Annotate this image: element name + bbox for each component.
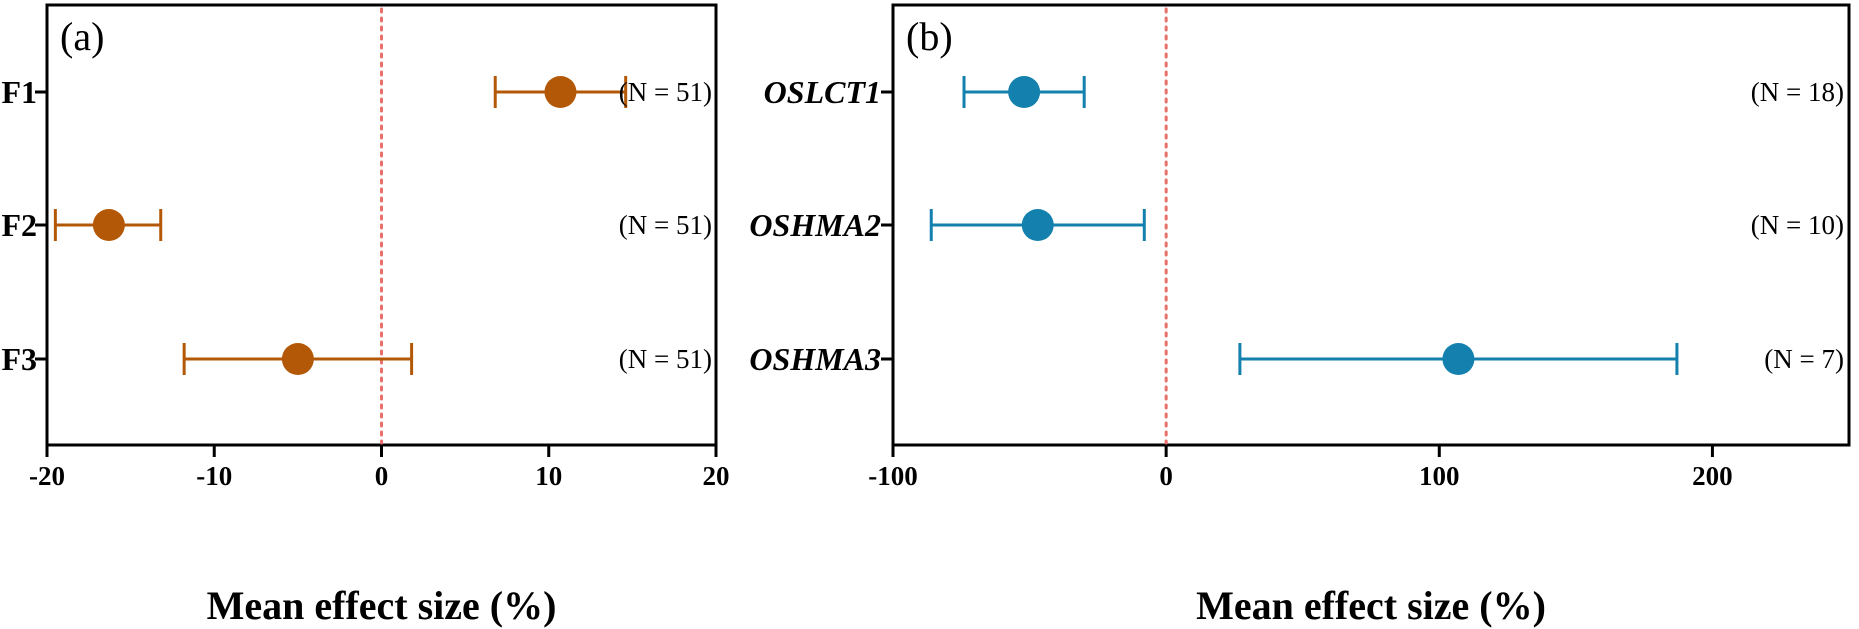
sample-size-label: (N = 51) — [619, 77, 712, 107]
sample-size-label: (N = 51) — [619, 210, 712, 240]
x-tick-label-a: -20 — [29, 461, 65, 491]
x-tick-label-a: -10 — [196, 461, 232, 491]
row-label: OSLCT1 — [764, 74, 881, 110]
panel-a: (a) -20 -10 0 10 20 Mean effect size (%) F1 (N =… — [1, 3, 730, 628]
mean-point — [1021, 209, 1054, 241]
x-tick-label-b: 0 — [1159, 461, 1173, 491]
mean-point — [1008, 76, 1041, 108]
forest-row-a: F2 (N = 51) — [1, 207, 712, 243]
mean-point — [281, 343, 314, 375]
row-label: F2 — [1, 207, 37, 243]
row-label: F1 — [1, 74, 37, 110]
x-axis-label-a: Mean effect size (%) — [207, 583, 557, 628]
panel-label-a: (a) — [60, 14, 104, 59]
row-label: OSHMA2 — [749, 207, 881, 243]
x-tick-label-a: 20 — [703, 461, 730, 491]
panel-b: (b) -100 0 100 200 Mean effect size (%) OSLCT1… — [749, 3, 1851, 628]
forest-row-b: OSLCT1 (N = 18) — [764, 74, 1844, 110]
row-label: F3 — [1, 341, 37, 377]
mean-point — [544, 76, 577, 108]
sample-size-label: (N = 51) — [619, 344, 712, 374]
x-tick-label-b: 200 — [1692, 461, 1733, 491]
forest-row-b: OSHMA3 (N = 7) — [749, 341, 1844, 377]
x-axis-label-b: Mean effect size (%) — [1196, 583, 1546, 628]
forest-row-a: F1 (N = 51) — [1, 74, 712, 110]
x-tick-label-b: 100 — [1419, 461, 1460, 491]
forest-row-a: F3 (N = 51) — [1, 341, 712, 377]
x-tick-label-a: 10 — [535, 461, 562, 491]
forest-row-b: OSHMA2 (N = 10) — [749, 207, 1844, 243]
panel-label-b: (b) — [906, 14, 953, 59]
sample-size-label: (N = 18) — [1751, 77, 1844, 107]
mean-point — [1442, 343, 1475, 375]
row-label: OSHMA3 — [749, 341, 881, 377]
sample-size-label: (N = 10) — [1751, 210, 1844, 240]
mean-point — [92, 209, 125, 241]
x-tick-label-b: -100 — [868, 461, 918, 491]
sample-size-label: (N = 7) — [1764, 344, 1844, 374]
x-tick-label-a: 0 — [375, 461, 389, 491]
